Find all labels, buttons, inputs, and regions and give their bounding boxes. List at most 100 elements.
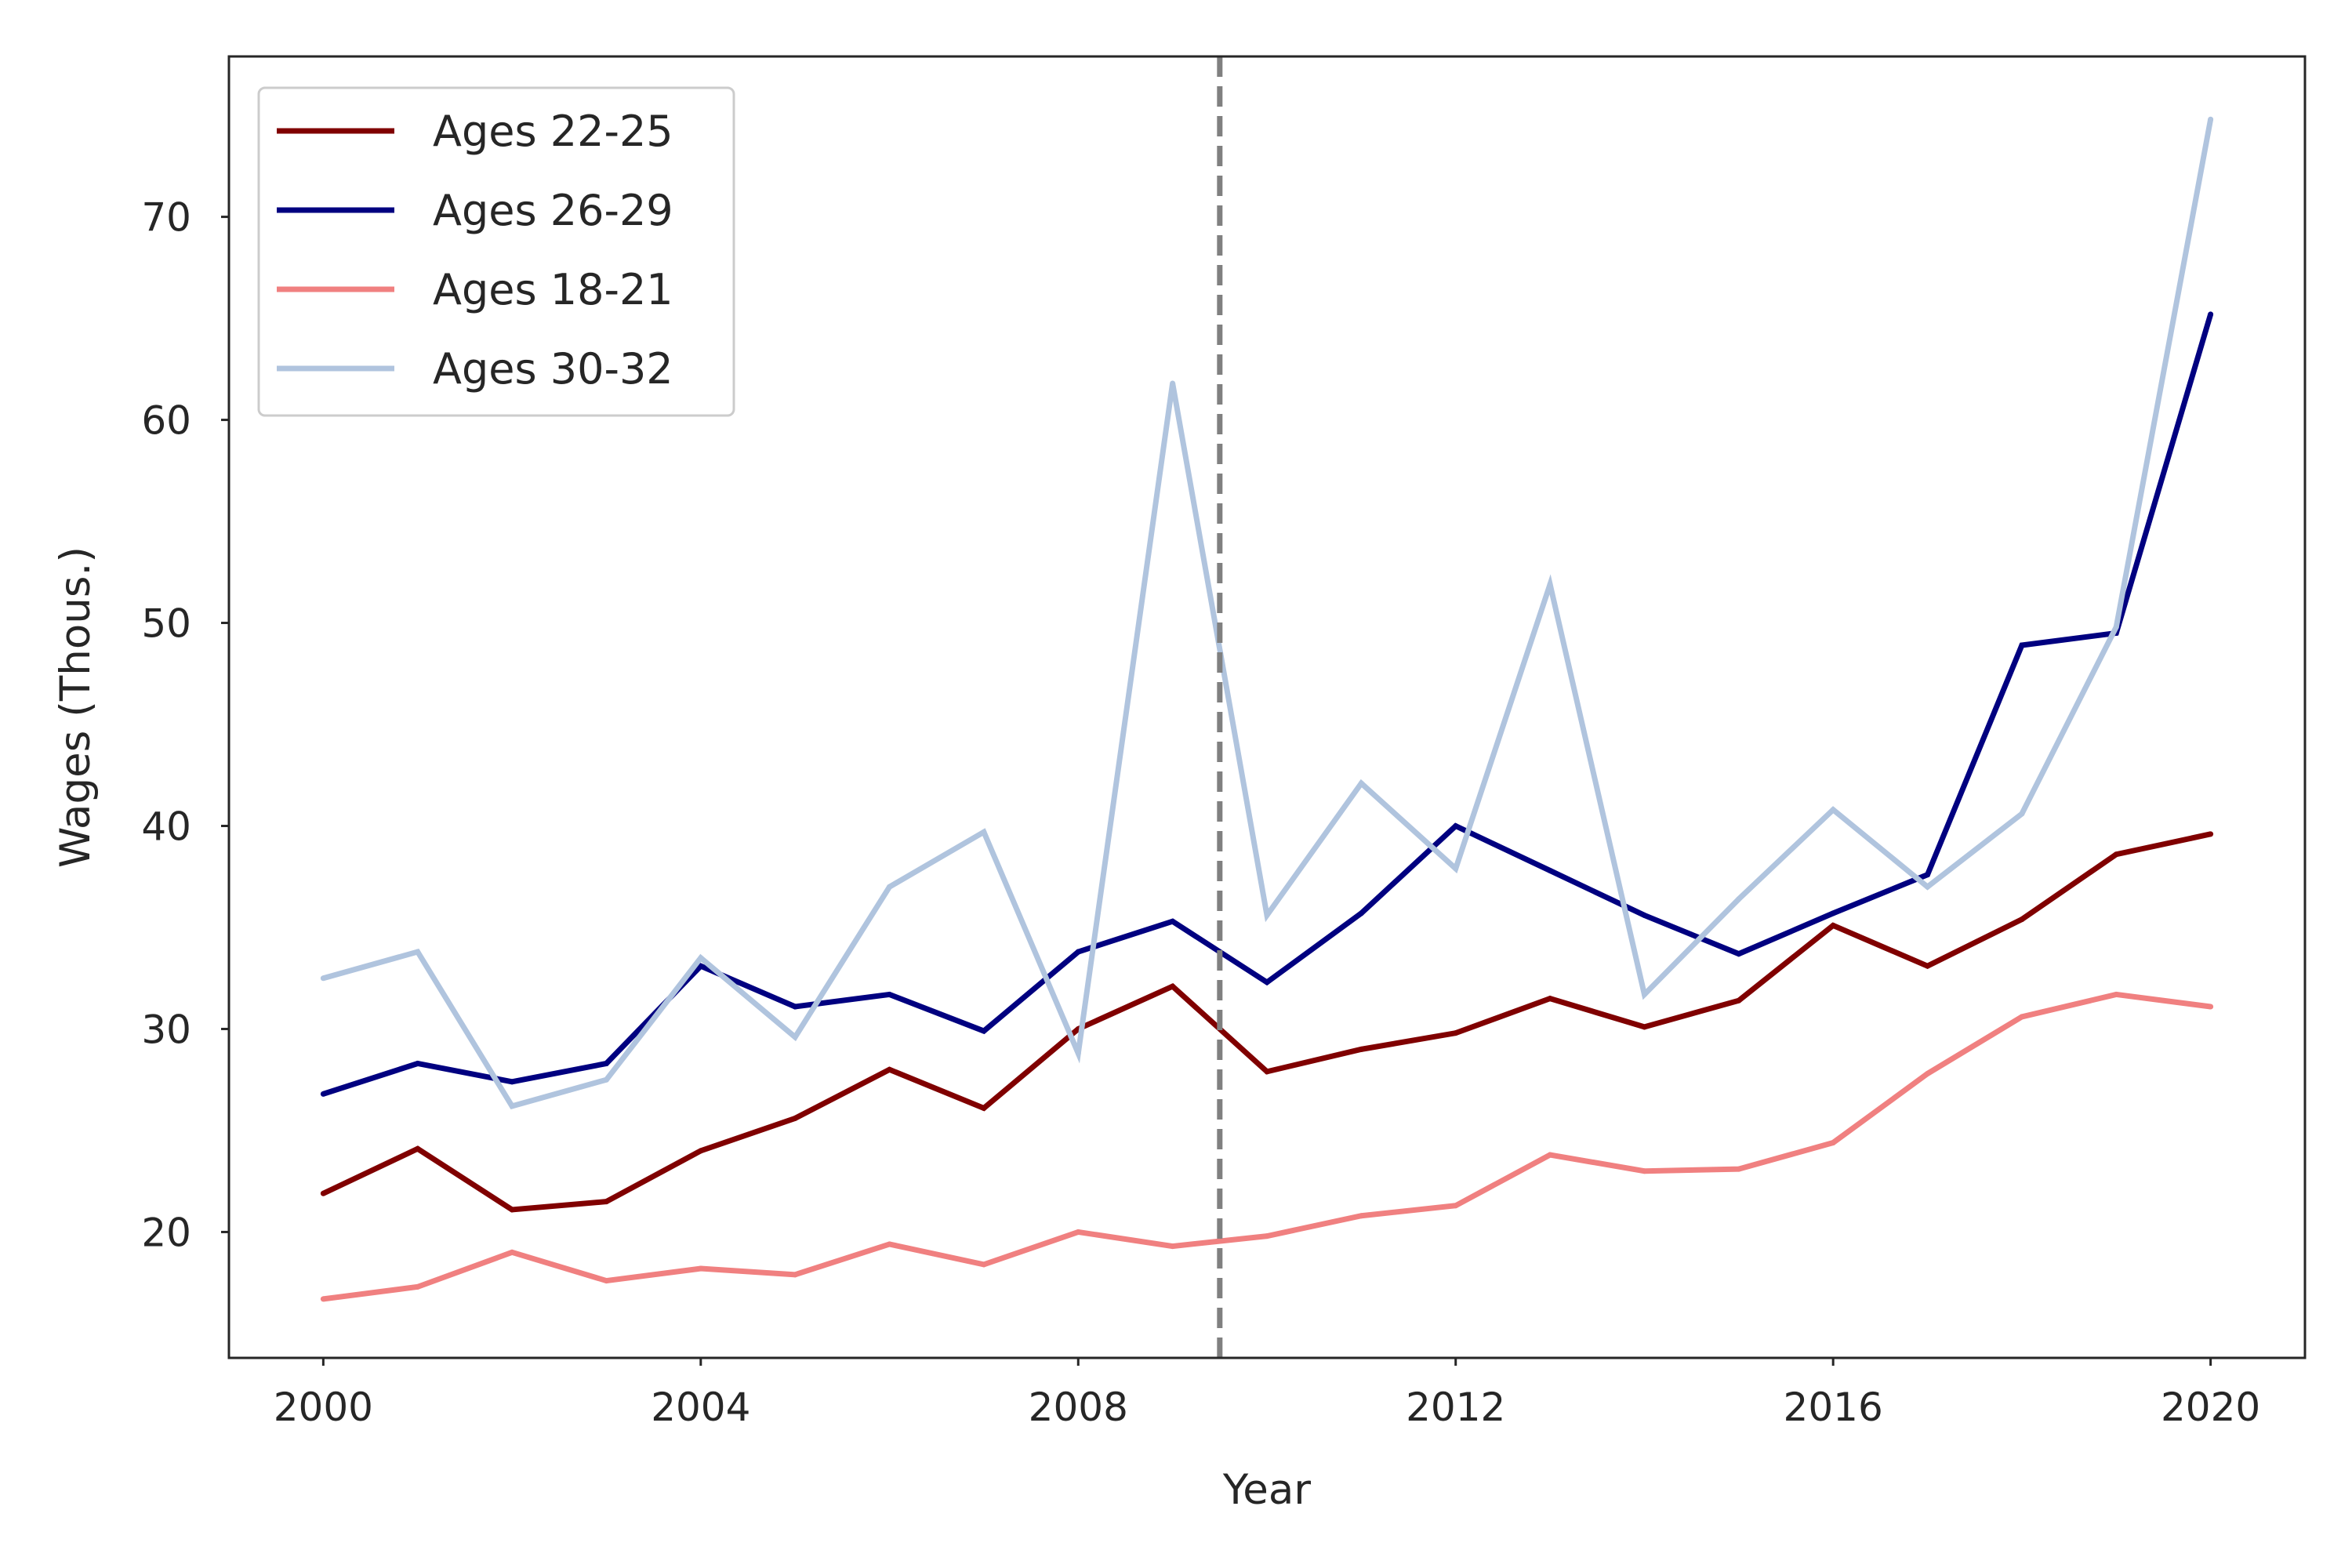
x-tick-label: 2004 xyxy=(651,1385,750,1430)
data-point-ages-22-25 xyxy=(1925,963,1931,969)
data-point-ages-18-21 xyxy=(698,1265,704,1272)
plot-content xyxy=(320,116,2214,1302)
data-point-ages-18-21 xyxy=(603,1278,609,1284)
data-point-ages-30-32 xyxy=(1358,780,1364,786)
data-point-ages-22-25 xyxy=(320,1190,326,1196)
y-axis-label: Wages (Thous.) xyxy=(52,546,100,868)
data-point-ages-30-32 xyxy=(792,1034,798,1040)
data-point-ages-26-29 xyxy=(1925,872,1931,878)
data-point-ages-18-21 xyxy=(415,1283,421,1290)
y-tick-label: 70 xyxy=(141,195,191,241)
x-axis: 2000 2004 2008 2012 2016 2020 xyxy=(274,1358,2260,1430)
legend-label-ages-22-25: Ages 22-25 xyxy=(433,107,673,156)
data-point-ages-18-21 xyxy=(1170,1243,1176,1250)
data-point-ages-26-29 xyxy=(887,991,893,997)
data-point-ages-26-29 xyxy=(1547,867,1553,873)
data-point-ages-30-32 xyxy=(2208,116,2214,122)
data-point-ages-26-29 xyxy=(1830,910,1836,916)
data-point-ages-22-25 xyxy=(1453,1030,1459,1036)
data-point-ages-26-29 xyxy=(2208,311,2214,318)
data-point-ages-30-32 xyxy=(320,975,326,982)
x-tick-label: 2020 xyxy=(2161,1385,2260,1430)
data-point-ages-18-21 xyxy=(1641,1168,1647,1174)
data-point-ages-18-21 xyxy=(1075,1229,1081,1235)
data-point-ages-18-21 xyxy=(1453,1203,1459,1209)
data-point-ages-30-32 xyxy=(603,1076,609,1083)
data-point-ages-18-21 xyxy=(1358,1213,1364,1219)
data-point-ages-18-21 xyxy=(1547,1152,1553,1158)
data-point-ages-26-29 xyxy=(320,1091,326,1097)
data-point-ages-22-25 xyxy=(603,1199,609,1205)
data-point-ages-26-29 xyxy=(2019,642,2025,648)
y-axis: 20 30 40 50 60 70 xyxy=(141,195,229,1255)
data-point-ages-22-25 xyxy=(1641,1024,1647,1030)
data-point-ages-22-25 xyxy=(1736,997,1742,1004)
y-tick-label: 30 xyxy=(141,1007,191,1052)
data-point-ages-22-25 xyxy=(887,1066,893,1073)
data-point-ages-22-25 xyxy=(415,1145,421,1152)
data-point-ages-18-21 xyxy=(2113,991,2119,997)
data-point-ages-18-21 xyxy=(320,1296,326,1302)
data-point-ages-22-25 xyxy=(792,1115,798,1121)
data-point-ages-30-32 xyxy=(415,949,421,955)
x-tick-label: 2012 xyxy=(1406,1385,1505,1430)
series-ages-18-21 xyxy=(320,991,2214,1302)
legend: Ages 22-25 Ages 26-29 Ages 18-21 Ages 30-32 xyxy=(257,86,735,417)
data-point-ages-30-32 xyxy=(2113,624,2119,630)
data-point-ages-30-32 xyxy=(1170,380,1176,387)
data-point-ages-18-21 xyxy=(981,1261,987,1268)
data-point-ages-26-29 xyxy=(1264,979,1270,985)
data-point-ages-26-29 xyxy=(415,1060,421,1066)
data-point-ages-18-21 xyxy=(2019,1014,2025,1020)
data-point-ages-30-32 xyxy=(509,1103,515,1109)
data-point-ages-30-32 xyxy=(1925,884,1931,890)
data-point-ages-18-21 xyxy=(1736,1166,1742,1172)
data-point-ages-22-25 xyxy=(2208,831,2214,837)
data-point-ages-30-32 xyxy=(1736,896,1742,902)
data-point-ages-26-29 xyxy=(1170,918,1176,924)
y-tick-label: 20 xyxy=(141,1210,191,1255)
data-point-ages-22-25 xyxy=(1358,1046,1364,1052)
data-point-ages-26-29 xyxy=(1641,912,1647,918)
y-tick-label: 40 xyxy=(141,804,191,849)
x-axis-label: Year xyxy=(1222,1466,1311,1514)
legend-label-ages-30-32: Ages 30-32 xyxy=(433,344,673,394)
data-point-ages-30-32 xyxy=(1264,912,1270,918)
data-point-ages-22-25 xyxy=(2019,916,2025,923)
data-point-ages-22-25 xyxy=(2113,851,2119,858)
data-point-ages-26-29 xyxy=(1453,822,1459,829)
data-point-ages-26-29 xyxy=(603,1060,609,1066)
data-point-ages-30-32 xyxy=(698,955,704,961)
data-point-ages-18-21 xyxy=(887,1241,893,1247)
series-ages-22-25 xyxy=(320,831,2214,1213)
data-point-ages-18-21 xyxy=(1830,1139,1836,1145)
data-point-ages-22-25 xyxy=(981,1105,987,1111)
data-point-ages-30-32 xyxy=(2019,811,2025,817)
data-point-ages-30-32 xyxy=(1075,1051,1081,1057)
x-tick-label: 2008 xyxy=(1029,1385,1128,1430)
data-point-ages-22-25 xyxy=(1547,996,1553,1002)
x-tick-label: 2016 xyxy=(1784,1385,1883,1430)
data-point-ages-22-25 xyxy=(698,1148,704,1154)
legend-label-ages-18-21: Ages 18-21 xyxy=(433,265,673,314)
y-tick-label: 50 xyxy=(141,601,191,647)
data-point-ages-26-29 xyxy=(1358,910,1364,916)
data-point-ages-26-29 xyxy=(981,1028,987,1034)
data-point-ages-30-32 xyxy=(1547,581,1553,587)
data-point-ages-26-29 xyxy=(698,963,704,969)
data-point-ages-30-32 xyxy=(1453,866,1459,872)
data-point-ages-26-29 xyxy=(1736,951,1742,957)
data-point-ages-18-21 xyxy=(1264,1233,1270,1240)
data-point-ages-22-25 xyxy=(1170,983,1176,989)
data-point-ages-26-29 xyxy=(792,1004,798,1010)
data-point-ages-22-25 xyxy=(1830,922,1836,928)
data-point-ages-26-29 xyxy=(509,1079,515,1085)
data-point-ages-18-21 xyxy=(2208,1004,2214,1010)
legend-box xyxy=(257,86,735,417)
y-tick-label: 60 xyxy=(141,398,191,444)
data-point-ages-30-32 xyxy=(1641,991,1647,997)
series-ages-26-29 xyxy=(320,311,2214,1097)
data-point-ages-22-25 xyxy=(509,1207,515,1213)
data-point-ages-30-32 xyxy=(981,829,987,835)
